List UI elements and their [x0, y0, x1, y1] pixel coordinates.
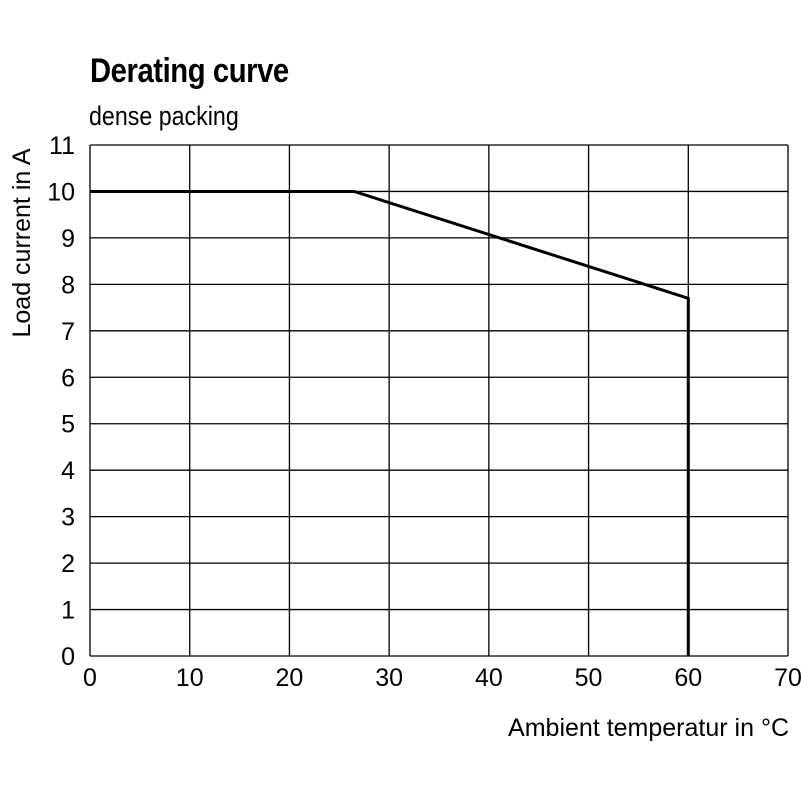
- y-tick-label: 6: [61, 364, 75, 392]
- series-group: [90, 189, 690, 656]
- y-tick-label: 2: [61, 550, 75, 578]
- x-tick-label: 10: [176, 664, 204, 692]
- x-tick-label: 20: [276, 664, 304, 692]
- x-tick-labels: 0 10 20 30 40 50 60 70: [83, 664, 801, 692]
- x-tick-label: 30: [375, 664, 403, 692]
- y-tick-label: 3: [61, 504, 75, 532]
- derating-line: [90, 189, 690, 656]
- y-tick-label: 9: [61, 225, 75, 253]
- y-tick-label: 8: [61, 271, 75, 299]
- chart-subtitle: dense packing: [89, 101, 239, 131]
- y-tick-label: 5: [61, 411, 75, 439]
- x-tick-label: 50: [575, 664, 603, 692]
- y-tick-label: 4: [61, 457, 75, 485]
- chart-title: Derating curve: [90, 52, 289, 90]
- y-tick-labels: 0 1 2 3 4 5 6 7 8 9 10 11: [47, 132, 75, 671]
- x-tick-label: 70: [774, 664, 801, 692]
- y-tick-label: 7: [61, 318, 75, 346]
- x-tick-label: 40: [475, 664, 503, 692]
- x-tick-label: 0: [83, 664, 97, 692]
- y-tick-label: 10: [47, 178, 75, 206]
- y-tick-label: 11: [49, 132, 75, 160]
- y-tick-label: 0: [61, 643, 75, 671]
- y-axis-label: Load current in A: [8, 148, 36, 337]
- x-axis-label: Ambient temperatur in °C: [508, 714, 789, 742]
- x-tick-label: 60: [674, 664, 702, 692]
- y-tick-label: 1: [61, 597, 75, 625]
- grid: [89, 144, 789, 657]
